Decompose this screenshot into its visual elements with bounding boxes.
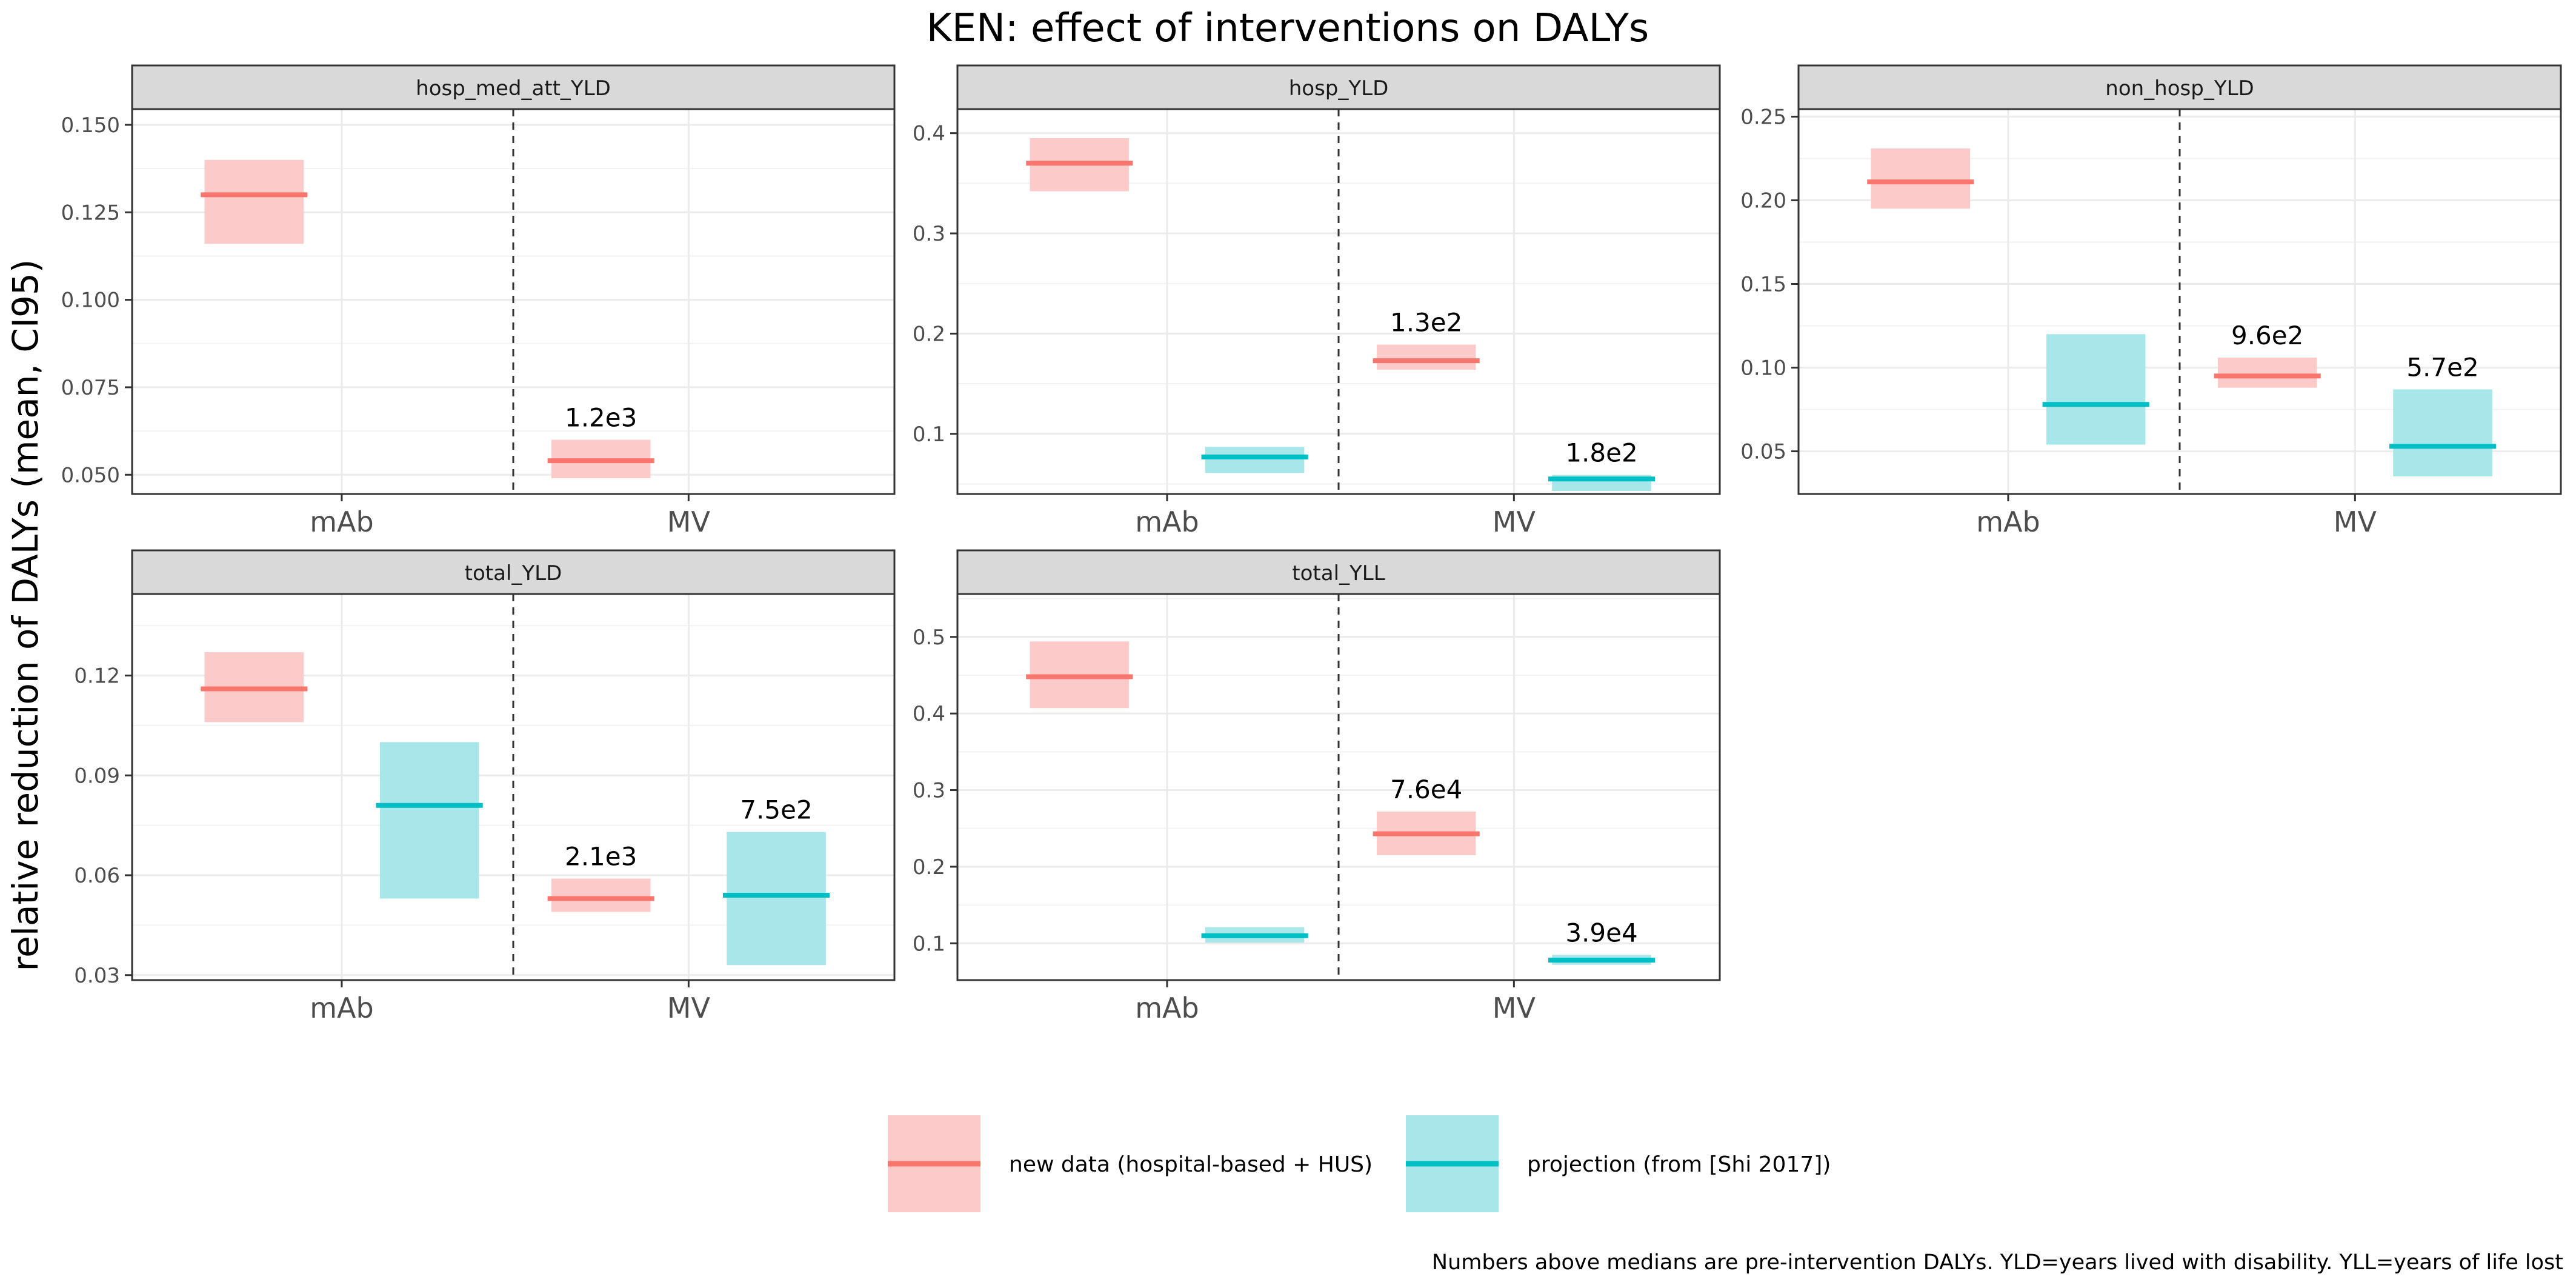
y-tick-label: 0.12 xyxy=(74,664,120,689)
y-tick-label: 0.075 xyxy=(61,376,120,400)
baseline-daly-label: 2.1e3 xyxy=(565,842,637,872)
x-tick-label: mAb xyxy=(310,992,373,1024)
panel-total_YLL: total_YLL 7.6e4 3.9e4 0.1 0.2 0.3 0.4 0.5 mAb MV xyxy=(913,549,1721,1024)
panel-border xyxy=(131,593,896,981)
ci-band xyxy=(379,742,479,899)
facet-title: non_hosp_YLD xyxy=(2105,76,2254,101)
ci-band xyxy=(727,832,826,966)
x-tick-label: mAb xyxy=(310,506,373,538)
y-tick-label: 0.4 xyxy=(913,122,945,146)
y-tick-label: 0.050 xyxy=(61,463,120,487)
legend: new data (hospital-based + HUS) projecti… xyxy=(888,1115,1831,1212)
ci-band xyxy=(551,878,651,912)
baseline-daly-label: 9.6e2 xyxy=(2231,321,2303,350)
x-tick-label: MV xyxy=(1493,506,1536,538)
legend-label-projection: projection (from [Shi 2017]) xyxy=(1527,1152,1831,1177)
ci-band xyxy=(2046,334,2146,445)
y-tick-label: 0.125 xyxy=(61,201,120,225)
facet-strip xyxy=(131,64,896,110)
panel-border xyxy=(956,108,1721,495)
baseline-daly-label: 3.9e4 xyxy=(1565,918,1637,947)
y-tick-label: 0.3 xyxy=(913,779,945,803)
ci-band xyxy=(1871,148,1971,209)
y-tick-label: 0.1 xyxy=(913,932,945,956)
baseline-daly-label: 1.2e3 xyxy=(565,403,637,433)
facet-strip xyxy=(956,549,1721,595)
baseline-daly-label: 7.6e4 xyxy=(1390,775,1462,804)
ci-band xyxy=(2217,357,2317,388)
ci-band xyxy=(1376,344,1476,370)
baseline-daly-label: 7.5e2 xyxy=(740,795,812,825)
caption: Numbers above medians are pre-interventi… xyxy=(1432,1250,2563,1275)
facet-strip xyxy=(956,64,1721,110)
baseline-daly-label: 5.7e2 xyxy=(2406,352,2478,382)
x-tick-label: mAb xyxy=(1135,992,1199,1024)
panel-border xyxy=(956,593,1721,981)
ci-band xyxy=(2393,389,2492,477)
y-tick-label: 0.2 xyxy=(913,322,945,346)
y-tick-label: 0.03 xyxy=(74,964,120,988)
panel-border xyxy=(131,108,896,495)
chart-title: KEN: effect of interventions on DALYs xyxy=(927,6,1649,51)
y-tick-label: 0.5 xyxy=(913,626,945,650)
y-tick-label: 0.20 xyxy=(1740,189,1786,213)
x-tick-label: MV xyxy=(667,992,711,1024)
panel-non_hosp_YLD: non_hosp_YLD 9.6e2 5.7e2 0.05 0.10 0.15 0.20 0.… xyxy=(1740,64,2562,538)
y-tick-label: 0.25 xyxy=(1740,105,1786,129)
y-tick-label: 0.10 xyxy=(1740,356,1786,381)
y-tick-label: 0.2 xyxy=(913,855,945,879)
x-tick-label: MV xyxy=(1493,992,1536,1024)
y-tick-label: 0.15 xyxy=(1740,273,1786,297)
baseline-daly-label: 1.3e2 xyxy=(1390,308,1462,338)
panel-border xyxy=(1797,108,2562,495)
x-tick-label: MV xyxy=(2334,506,2377,538)
x-tick-label: mAb xyxy=(1135,506,1199,538)
facet-title: total_YLL xyxy=(1292,561,1385,586)
legend-item-new-data: new data (hospital-based + HUS) xyxy=(888,1115,1373,1212)
baseline-daly-label: 1.8e2 xyxy=(1565,438,1637,468)
x-tick-label: MV xyxy=(667,506,711,538)
facet-strip xyxy=(131,549,896,595)
y-tick-label: 0.3 xyxy=(913,222,945,246)
y-tick-label: 0.05 xyxy=(1740,440,1786,464)
panel-hosp_med_att_YLD: hosp_med_att_YLD 1.2e3 0.050 0.075 0.100 0.12… xyxy=(61,64,896,538)
panel-total_YLD: total_YLD 2.1e3 7.5e2 0.03 0.06 0.09 0.12 mAb MV xyxy=(74,549,896,1024)
facet-title: hosp_YLD xyxy=(1289,76,1389,101)
ci-band xyxy=(1205,447,1305,473)
facet-title: hosp_med_att_YLD xyxy=(416,76,611,101)
y-tick-label: 0.100 xyxy=(61,289,120,313)
legend-item-projection: projection (from [Shi 2017]) xyxy=(1406,1115,1831,1212)
y-tick-label: 0.4 xyxy=(913,702,945,726)
panels: hosp_med_att_YLD1.2e30.0500.0750.1000.12… xyxy=(61,64,2562,1024)
ci-band xyxy=(204,159,304,244)
y-tick-label: 0.1 xyxy=(913,422,945,447)
facet-title: total_YLD xyxy=(465,561,562,586)
y-tick-label: 0.09 xyxy=(74,764,120,788)
y-tick-label: 0.06 xyxy=(74,864,120,888)
legend-label-new-data: new data (hospital-based + HUS) xyxy=(1009,1152,1373,1177)
y-tick-label: 0.150 xyxy=(61,113,120,138)
x-tick-label: mAb xyxy=(1976,506,2040,538)
panel-hosp_YLD: hosp_YLD 1.3e2 1.8e2 0.1 0.2 0.3 0.4 mAb MV xyxy=(913,64,1721,538)
y-axis-label: relative reduction of DALYs (mean, CI95) xyxy=(5,259,46,972)
